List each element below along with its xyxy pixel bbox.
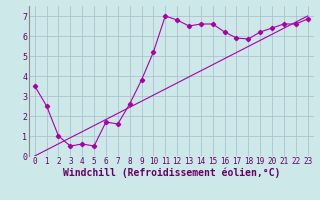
X-axis label: Windchill (Refroidissement éolien,°C): Windchill (Refroidissement éolien,°C)	[62, 168, 280, 178]
